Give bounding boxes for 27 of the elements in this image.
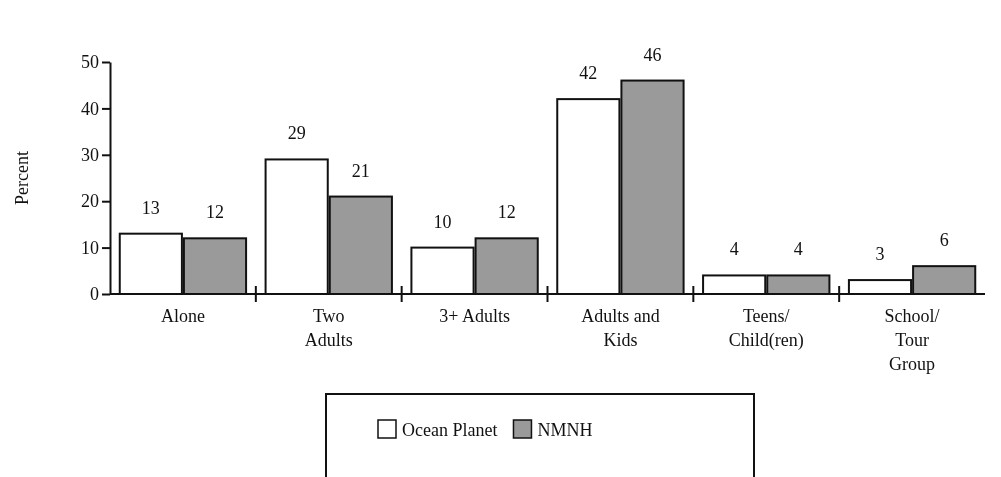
data-label: 10 — [433, 211, 452, 232]
data-label: 12 — [206, 202, 224, 223]
data-label: 4 — [729, 239, 739, 260]
x-tick-label: Two Adults — [304, 306, 353, 350]
data-label: 6 — [939, 230, 949, 251]
legend-label: Ocean Planet — [402, 420, 498, 440]
legend-label: NMNH — [537, 420, 593, 440]
y-tick-label: 50 — [81, 52, 99, 73]
data-label: 12 — [497, 202, 516, 223]
data-label: 3 — [875, 244, 885, 265]
data-label: 13 — [141, 197, 160, 218]
x-tick-label: 3+ Adults — [439, 306, 510, 326]
x-tick-label: School/ Tour Group — [884, 306, 940, 374]
data-label: 29 — [287, 123, 306, 144]
y-tick-label: 20 — [81, 191, 99, 212]
y-tick-label: 10 — [81, 237, 99, 258]
x-tick-label: Alone — [160, 306, 205, 326]
data-label: 4 — [793, 239, 803, 260]
data-label: 21 — [351, 160, 370, 181]
y-tick-label: 30 — [81, 145, 99, 166]
y-tick-label: 40 — [81, 98, 99, 119]
x-tick-label: Adults and Kids — [581, 306, 660, 350]
x-tick-label: Teens/ Child(ren) — [728, 306, 804, 351]
y-tick-label: 0 — [90, 284, 99, 305]
data-label: 46 — [643, 44, 662, 65]
data-label: 42 — [579, 63, 598, 84]
y-axis-title: Percent — [12, 151, 32, 205]
